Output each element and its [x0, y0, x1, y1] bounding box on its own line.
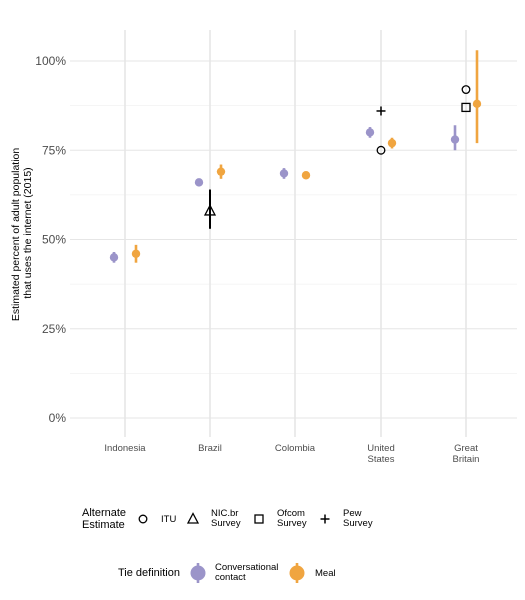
legend-alternate-label-line: Survey [211, 518, 241, 529]
series-point [131, 249, 141, 258]
x-tick-label-line: Colombia [275, 443, 316, 454]
x-tick-label-line: Britain [453, 454, 480, 465]
legend-alternate-label-line: Survey [343, 518, 373, 529]
legend-tie-label-line: Conversational [215, 562, 278, 573]
legend-tie-label-line: contact [215, 572, 246, 583]
series-point [279, 169, 289, 178]
legend-alternate-label-line: Survey [277, 518, 307, 529]
series-point [387, 138, 397, 148]
series-point [472, 99, 482, 109]
legend-alternate-label-line: NIC.br [211, 508, 238, 519]
y-tick-label: 25% [42, 322, 66, 336]
alternate-point-circle [376, 145, 386, 155]
legend-key-square [254, 514, 264, 524]
legend-alternate-label: NIC.br Survey [211, 508, 241, 529]
y-tick-label: 75% [42, 143, 66, 157]
x-axis-ticks: Indonesia Brazil Colombia United States Great… [104, 443, 479, 465]
y-axis-title-line1: Estimated percent of adult population [10, 148, 22, 322]
legend-alternate-title: Alternate Estimate [82, 507, 126, 531]
legend-tie-label: Meal [315, 568, 336, 579]
y-axis-ticks: 0% 25% 50% 75% 100% [35, 54, 66, 425]
alternate-point-triangle [203, 204, 217, 216]
alternate-point-circle [461, 85, 471, 95]
y-tick-label: 100% [35, 54, 66, 68]
legend-alternate-label-line: Pew [343, 508, 362, 519]
alternate-point-square [461, 102, 471, 113]
legend-alternate-label: Pew Survey [343, 508, 373, 529]
x-tick-label-line: Great [454, 443, 478, 454]
legend-tie-label: Conversational contact [215, 562, 278, 583]
legend-alternate-label: ITU [161, 514, 176, 525]
chart-marks [109, 50, 482, 263]
grid [70, 30, 517, 437]
legend-key-triangle [186, 512, 200, 524]
legend-alternate-title-line: Alternate [82, 507, 126, 519]
legend-tie-label-line: Meal [315, 568, 336, 579]
x-tick-label: Brazil [198, 443, 222, 454]
legend-key-circle [138, 514, 148, 524]
x-tick-label-line: States [368, 454, 395, 465]
legend-key-point [289, 565, 305, 581]
legend-tie-definition: Tie definition Conversational contact Meal [118, 562, 336, 583]
legend-alternate-label: Ofcom Survey [277, 508, 307, 529]
series-point [365, 128, 375, 137]
x-tick-label: United States [367, 443, 394, 465]
x-tick-label-line: Brazil [198, 443, 222, 454]
y-axis-title-line2: that uses the internet (2015) [22, 167, 34, 298]
x-tick-label: Great Britain [453, 443, 480, 465]
x-tick-label: Colombia [275, 443, 316, 454]
legend-tie-title: Tie definition [118, 567, 180, 579]
x-tick-label-line: United [367, 443, 394, 454]
alternate-point-plus [376, 106, 386, 116]
legend-alternate-label-line: Ofcom [277, 508, 305, 519]
series-point [301, 171, 311, 180]
legend-alternate-label-line: ITU [161, 514, 176, 525]
series-point [109, 253, 119, 262]
y-tick-label: 0% [49, 411, 67, 425]
x-tick-label-line: Indonesia [104, 443, 146, 454]
series-point [194, 178, 204, 187]
y-axis-title: Estimated percent of adult population th… [10, 145, 34, 321]
y-tick-label: 50% [42, 233, 66, 247]
legend-key-plus [320, 514, 330, 524]
series-point [450, 135, 460, 144]
series-point [216, 167, 226, 176]
legend-alternate-title-line: Estimate [82, 519, 125, 531]
legend-key-point [190, 565, 206, 581]
x-tick-label: Indonesia [104, 443, 146, 454]
